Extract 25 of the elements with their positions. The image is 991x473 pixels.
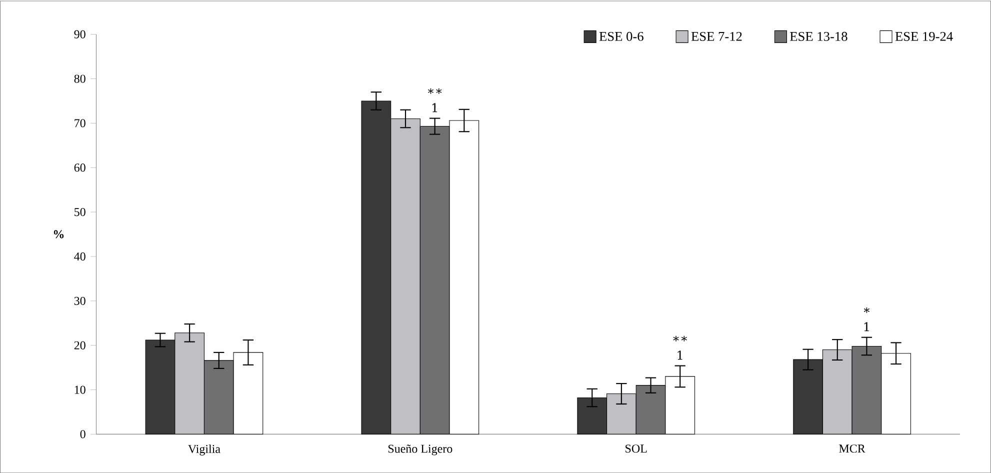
- y-tick-label: 40: [74, 252, 86, 260]
- annotation: ∗∗: [673, 336, 687, 342]
- y-tick-label: 80: [74, 74, 86, 83]
- y-tick-label: 90: [74, 30, 86, 38]
- annotation: 1: [432, 103, 437, 112]
- y-tick-label: 50: [74, 208, 86, 216]
- legend-label: ESE 0-6: [599, 32, 644, 41]
- annotation: 1: [864, 322, 869, 332]
- annotation: 1: [678, 350, 682, 360]
- legend-label: ESE 7-12: [691, 32, 742, 41]
- y-axis-title: %: [54, 230, 64, 238]
- y-tick-label: 70: [74, 119, 86, 128]
- y-tick-label: 30: [74, 296, 86, 305]
- y-tick-label: 0: [80, 430, 86, 438]
- x-tick-label: Vigilia: [188, 444, 220, 456]
- legend-label: ESE 19-24: [895, 32, 953, 41]
- y-tick-label: 20: [74, 341, 86, 350]
- legend-label: ESE 13-18: [790, 32, 848, 41]
- x-tick-label: Sueño Ligero: [388, 444, 452, 456]
- x-tick-label: MCR: [839, 444, 866, 453]
- x-tick-label: SOL: [626, 444, 647, 453]
- annotation: ∗∗: [428, 88, 442, 94]
- y-tick-label: 60: [74, 163, 86, 172]
- annotation: ∗: [864, 307, 870, 313]
- y-tick-label: 10: [74, 386, 86, 394]
